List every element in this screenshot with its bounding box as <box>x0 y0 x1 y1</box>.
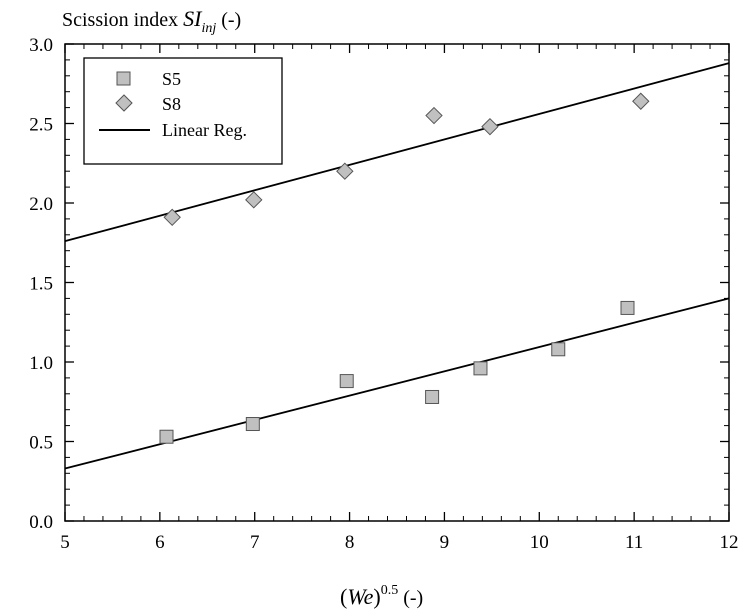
legend-marker-s8 <box>115 94 133 112</box>
legend-label-s8: S8 <box>162 94 181 114</box>
x-tick-label: 7 <box>250 532 260 553</box>
point-s5 <box>159 429 174 444</box>
legend-box <box>83 57 283 165</box>
x-axis-title: (We)0.5 (-) <box>340 583 423 609</box>
point-s5 <box>425 389 440 404</box>
y-tick-label: 1.5 <box>29 274 53 295</box>
y-tick-label: 1.0 <box>29 353 53 374</box>
point-s8 <box>336 162 354 180</box>
regression-line-2 <box>64 62 730 243</box>
axis-ticks <box>64 43 730 522</box>
point-s5 <box>245 417 260 432</box>
plot-frame <box>64 43 730 522</box>
y-tick-label: 0.5 <box>29 433 53 454</box>
data-points <box>159 92 650 444</box>
y-tick-labels: 0.0 0.5 1.0 1.5 2.0 2.5 3.0 <box>29 35 53 533</box>
x-tick-label: 8 <box>345 532 355 553</box>
y-axis-title: Scission index SIinj (-) <box>62 6 241 36</box>
y-tick-label: 3.0 <box>29 35 53 56</box>
x-tick-label: 11 <box>625 532 643 553</box>
x-tick-label: 10 <box>530 532 549 553</box>
legend-label-s5: S5 <box>162 69 181 89</box>
regression-lines <box>64 62 730 470</box>
point-s5 <box>620 300 635 315</box>
y-tick-label: 2.0 <box>29 194 53 215</box>
point-s8 <box>163 208 181 227</box>
legend-marker-s5 <box>116 71 131 86</box>
point-s8 <box>632 92 650 110</box>
regression-line-1 <box>64 297 730 470</box>
point-s5 <box>339 374 354 389</box>
x-tick-label: 9 <box>440 532 450 553</box>
point-s8 <box>425 106 443 125</box>
y-tick-label: 2.5 <box>29 115 53 136</box>
x-tick-labels: 5 6 7 8 9 10 11 12 <box>60 532 738 553</box>
x-tick-label: 5 <box>60 532 70 553</box>
point-s8 <box>245 191 263 209</box>
point-s5 <box>551 342 566 357</box>
y-tick-label: 0.0 <box>29 512 53 533</box>
point-s8 <box>481 117 499 136</box>
x-tick-label: 12 <box>720 532 739 553</box>
legend: S5 S8 Linear Reg. <box>83 57 283 165</box>
legend-label-regression: Linear Reg. <box>162 120 247 140</box>
point-s5 <box>473 361 488 376</box>
x-tick-label: 6 <box>155 532 165 553</box>
